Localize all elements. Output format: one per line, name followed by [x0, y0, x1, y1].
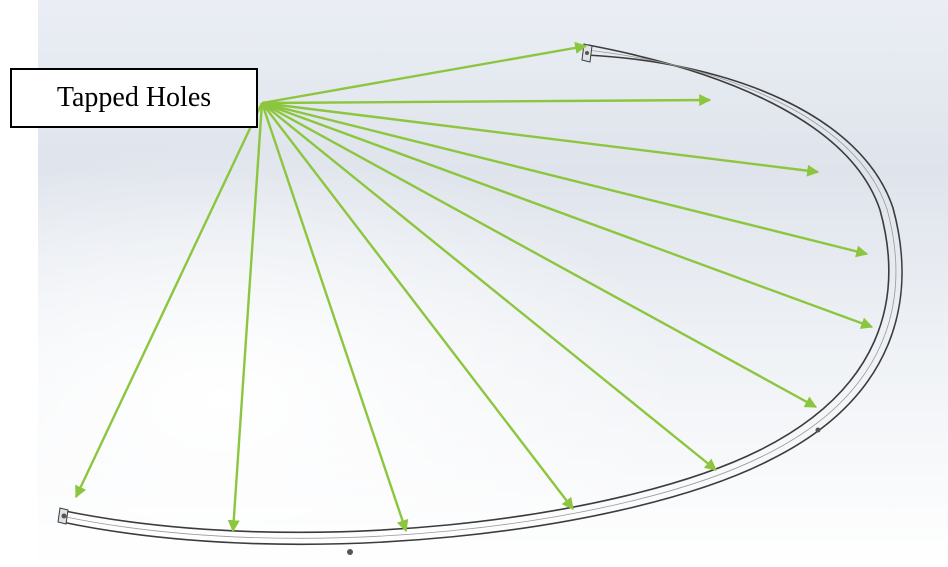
arrow-11: [74, 102, 264, 499]
rail-outer-edge: [59, 44, 890, 534]
arrow-2: [261, 94, 712, 107]
rail-mid-line: [60, 49, 897, 539]
arrow-3: [261, 101, 820, 177]
callout-label: Tapped Holes: [56, 82, 212, 113]
rail-inner-edge: [61, 54, 903, 546]
arrow-6: [261, 101, 818, 409]
arrow-group: [74, 41, 874, 533]
curved-rail: [57, 43, 903, 555]
arrow-5: [261, 101, 874, 329]
tapped-holes-callout: Tapped Holes: [10, 68, 258, 128]
arrow-10: [227, 102, 264, 533]
hole-mark: [815, 427, 821, 433]
arrow-4: [261, 101, 869, 258]
arrow-1: [261, 41, 588, 105]
arrow-8: [261, 102, 574, 510]
arrow-7: [261, 102, 717, 471]
hole-mark: [585, 51, 589, 55]
hole-mark: [61, 513, 67, 519]
hole-mark: [347, 549, 353, 555]
arrow-9: [260, 102, 409, 533]
